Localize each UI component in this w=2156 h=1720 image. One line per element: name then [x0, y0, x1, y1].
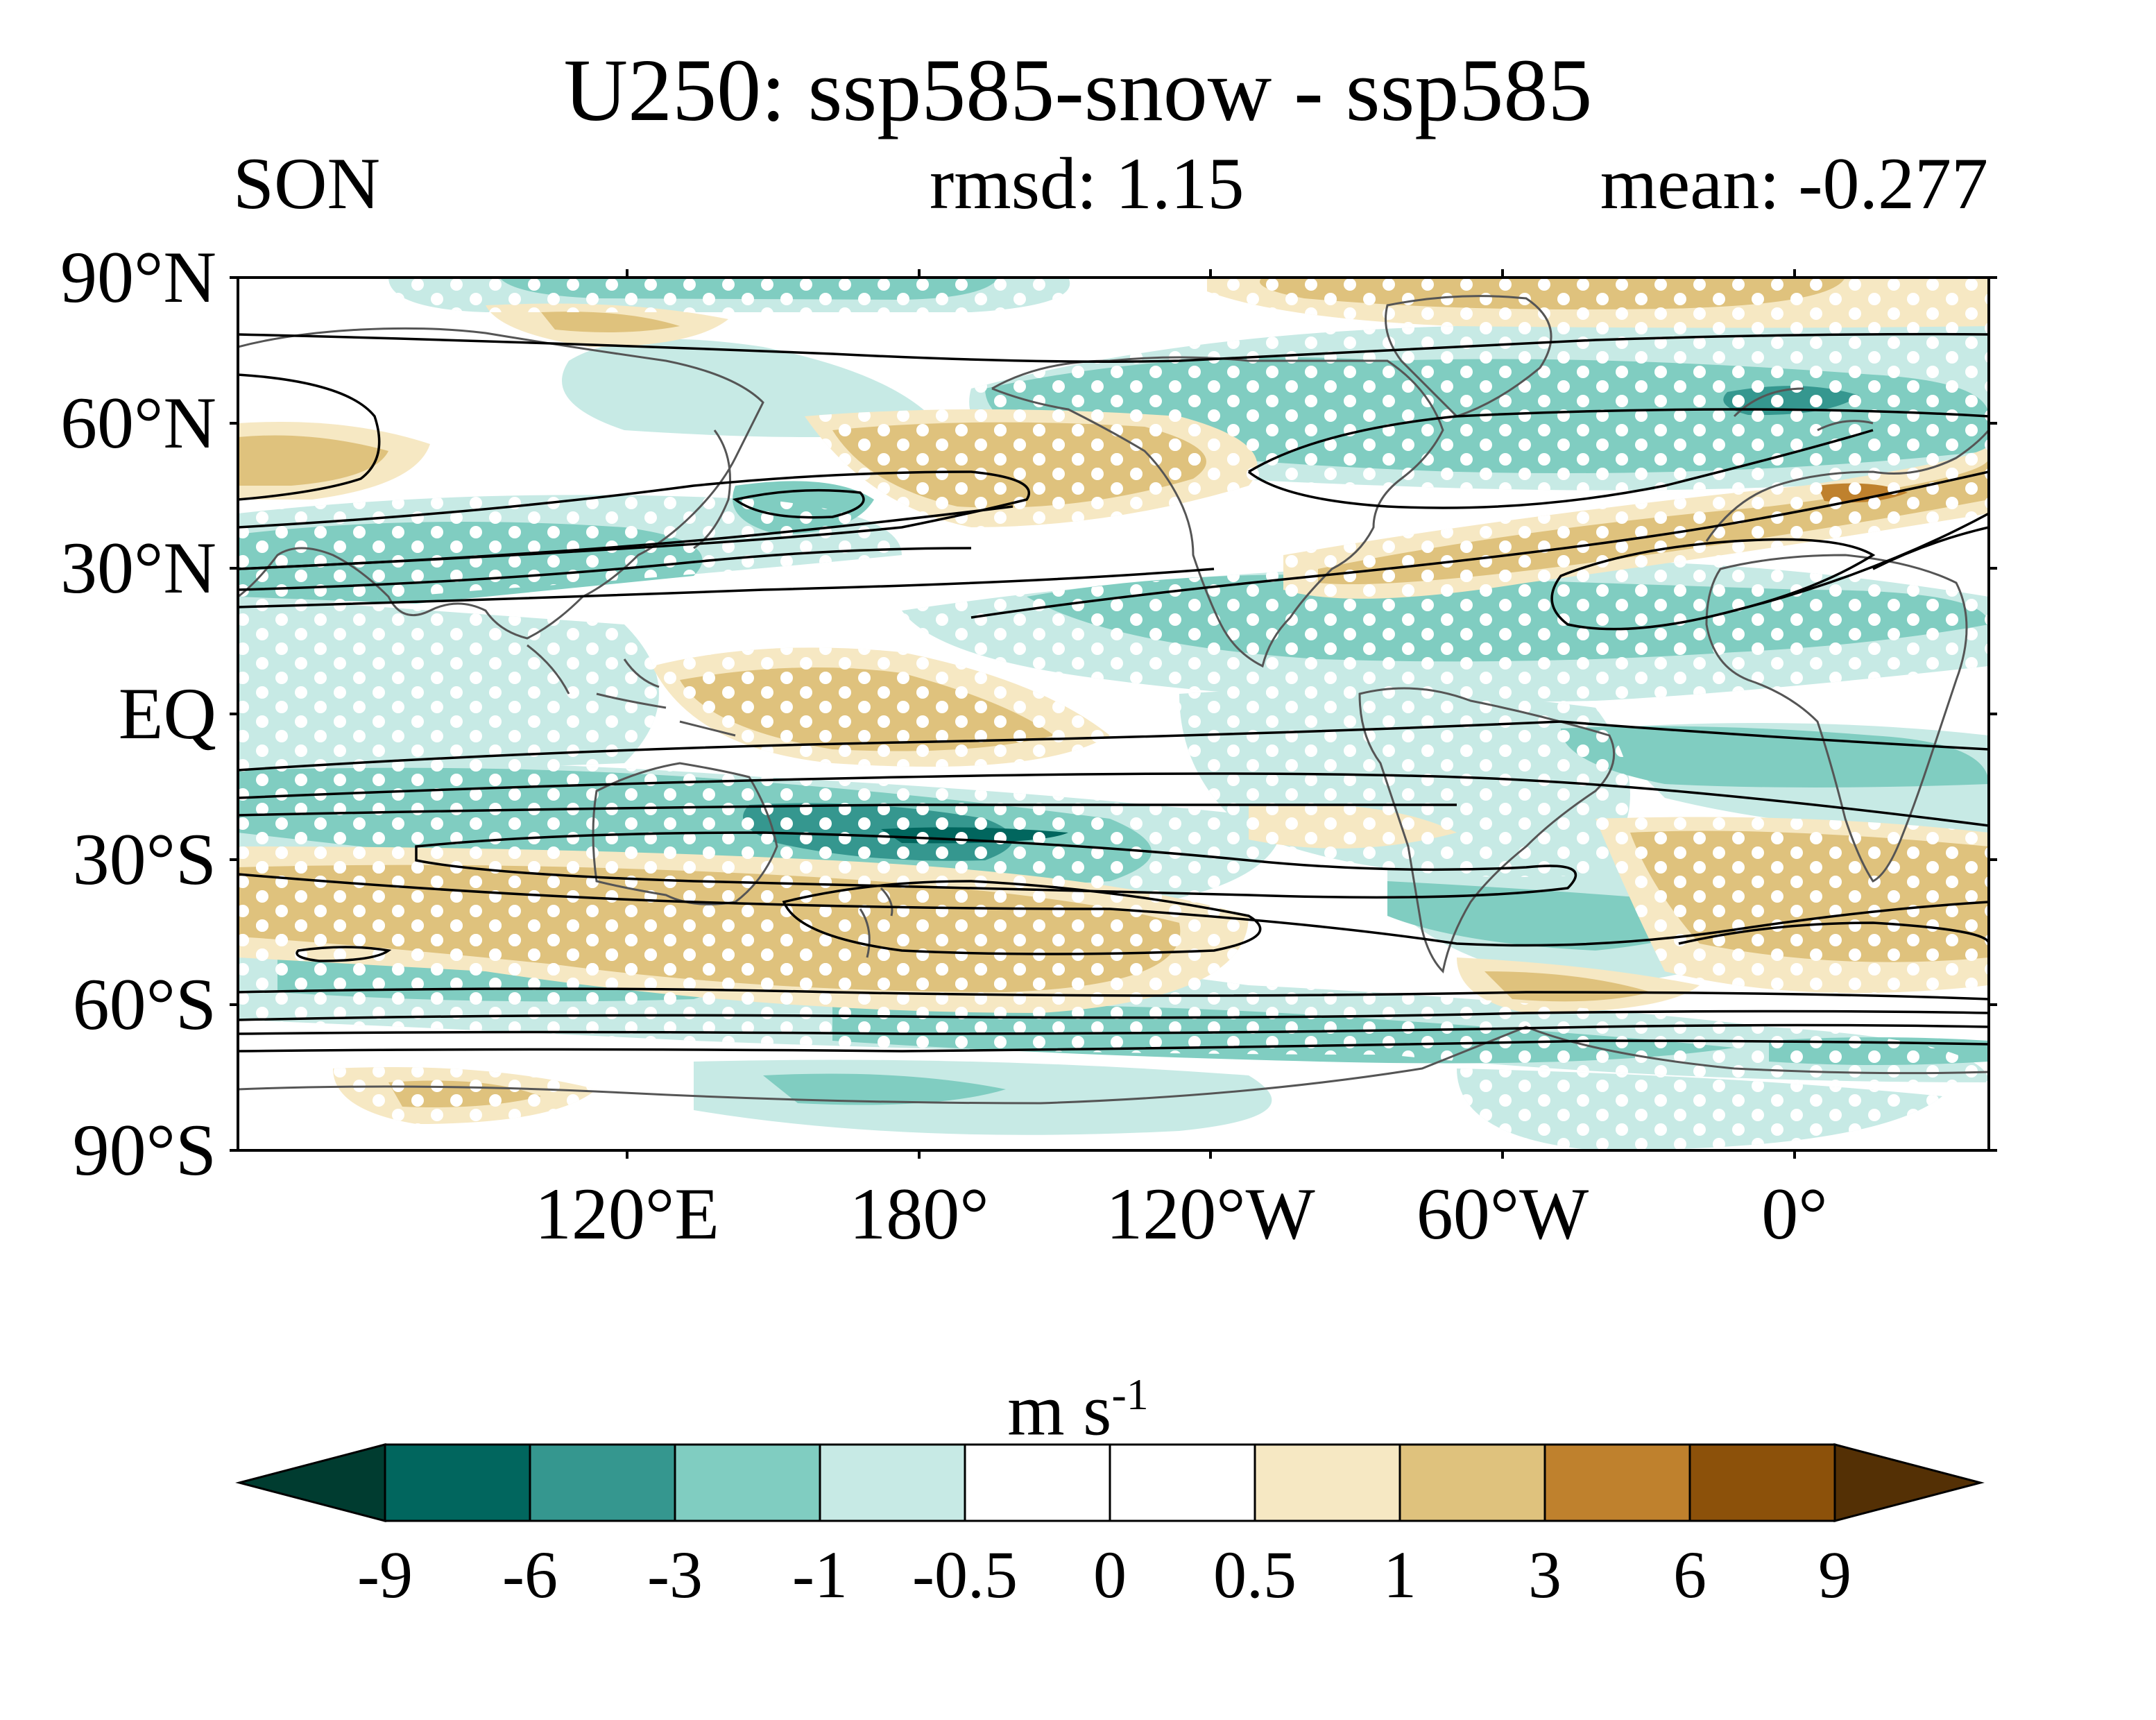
colorbar-bin — [1254, 1443, 1401, 1522]
colorbar-label: -6 — [502, 1538, 558, 1612]
lat-label: 90°N — [60, 237, 216, 318]
lon-label: 120°E — [534, 1173, 720, 1254]
colorbar-label: 3 — [1528, 1538, 1562, 1612]
lat-label: 30°S — [72, 819, 216, 900]
colorbar-bin — [1109, 1443, 1256, 1522]
colorbar-unit: m s-1 — [0, 1353, 2156, 1451]
lat-label: 60°N — [60, 382, 216, 463]
colorbar-bin — [384, 1443, 531, 1522]
colorbar-bin — [1398, 1443, 1546, 1522]
lat-label: EQ — [118, 673, 216, 754]
colorbar-bin — [964, 1443, 1111, 1522]
axis-ticks — [230, 269, 1997, 1159]
colorbar-unit-exponent: -1 — [1111, 1370, 1149, 1419]
colorbar — [235, 1443, 1985, 1522]
colorbar-label: -3 — [647, 1538, 703, 1612]
lat-label: 30°N — [60, 527, 216, 608]
colorbar-bin — [1543, 1443, 1691, 1522]
map-panel — [238, 278, 1989, 1150]
lon-label: 60°W — [1416, 1173, 1589, 1254]
lon-label: 180° — [849, 1173, 989, 1254]
colorbar-label: 6 — [1673, 1538, 1706, 1612]
colorbar-bin — [529, 1443, 676, 1522]
lon-label: 120°W — [1106, 1173, 1315, 1254]
colorbar-label: 9 — [1818, 1538, 1851, 1612]
colorbar-label: -0.5 — [912, 1538, 1018, 1612]
colorbar-bin — [1688, 1443, 1836, 1522]
stippling — [238, 278, 1989, 1150]
colorbar-label: -1 — [792, 1538, 848, 1612]
lat-label: 90°S — [72, 1109, 216, 1191]
lat-label: 60°S — [72, 964, 216, 1045]
colorbar-max-extend — [1833, 1443, 1985, 1522]
mean-label: mean: -0.277 — [1600, 143, 1988, 224]
colorbar-unit-base: m s — [1007, 1369, 1112, 1451]
colorbar-label: -9 — [357, 1538, 413, 1612]
colorbar-bin — [819, 1443, 966, 1522]
colorbar-label: 1 — [1383, 1538, 1417, 1612]
lon-label: 0° — [1761, 1173, 1828, 1254]
rmsd-label: rmsd: 1.15 — [930, 143, 1244, 224]
colorbar-label: 0.5 — [1213, 1538, 1297, 1612]
colorbar-label: 0 — [1093, 1538, 1127, 1612]
colorbar-bin — [674, 1443, 821, 1522]
contours — [238, 332, 1989, 1053]
coastlines — [238, 295, 1989, 1105]
page-title: U250: ssp585-snow - ssp585 — [563, 41, 1593, 139]
colorbar-min-extend — [235, 1443, 386, 1522]
season-label: SON — [233, 143, 381, 224]
